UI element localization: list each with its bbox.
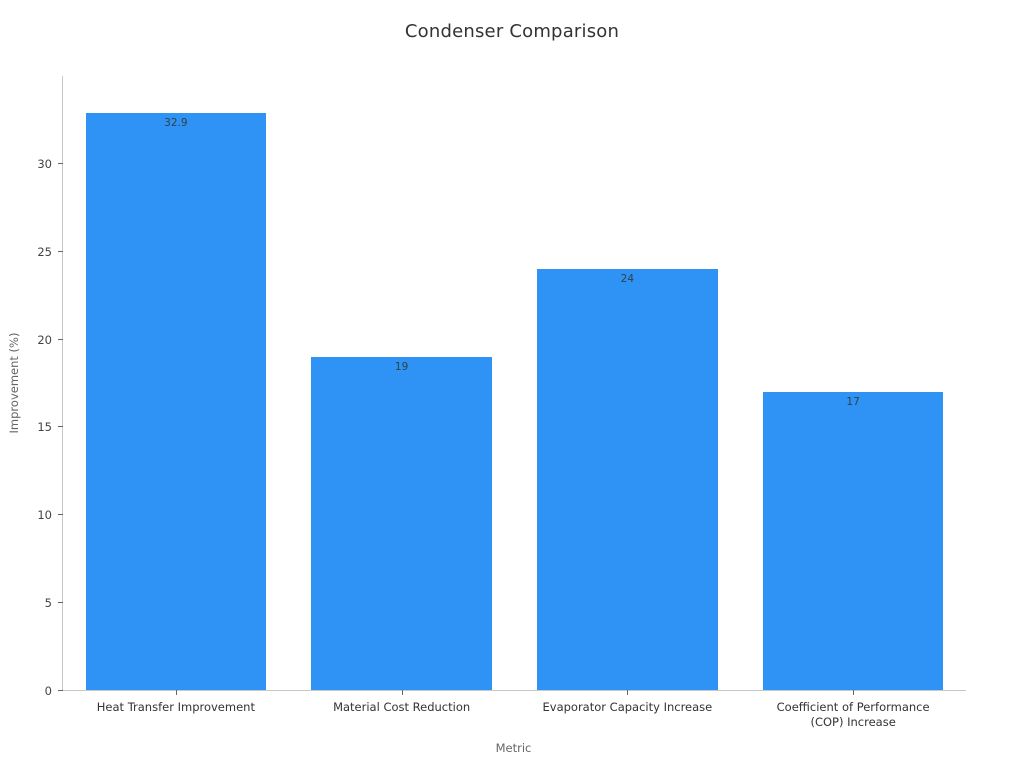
x-tick-label: Coefficient of Performance (COP) Increas…	[776, 700, 930, 729]
y-tick-label: 15	[37, 420, 52, 435]
y-tick-label: 25	[37, 244, 52, 259]
bar-value-label: 24	[620, 272, 635, 285]
x-tick-mark	[627, 690, 629, 695]
y-axis-title: Improvement (%)	[7, 332, 21, 434]
y-tick-mark	[58, 338, 63, 340]
y-tick-mark	[58, 426, 63, 428]
y-tick-label: 5	[44, 595, 52, 610]
y-tick-label: 20	[37, 332, 52, 347]
x-tick-label: Heat Transfer Improvement	[96, 700, 255, 714]
bar: 19	[311, 356, 492, 690]
x-tick-label: Evaporator Capacity Increase	[542, 700, 713, 714]
y-tick-label: 30	[37, 157, 52, 172]
x-tick-mark	[853, 690, 855, 695]
y-tick-label: 0	[44, 683, 52, 698]
y-tick-label: 10	[37, 508, 52, 523]
bar: 24	[537, 268, 718, 690]
bar-value-label: 19	[394, 360, 409, 373]
bar: 32.9	[85, 112, 267, 690]
bar-value-label: 17	[846, 395, 860, 408]
y-tick-mark	[58, 514, 63, 516]
y-tick-mark	[58, 601, 63, 603]
bar: 17	[762, 391, 944, 690]
x-tick-mark	[175, 690, 177, 695]
x-tick-mark	[401, 690, 403, 695]
y-tick-mark	[58, 250, 63, 252]
chart-title: Condenser Comparison	[404, 21, 620, 42]
plot-area: 0 5 10 15 20 25 30 32.9 Heat Transfer Improvemen…	[37, 76, 966, 729]
x-axis-title: Metric	[495, 741, 532, 755]
y-tick-mark	[58, 163, 63, 165]
bar-value-label: 32.9	[164, 116, 188, 129]
y-tick-mark	[58, 689, 63, 691]
x-tick-label: Material Cost Reduction	[333, 700, 471, 714]
